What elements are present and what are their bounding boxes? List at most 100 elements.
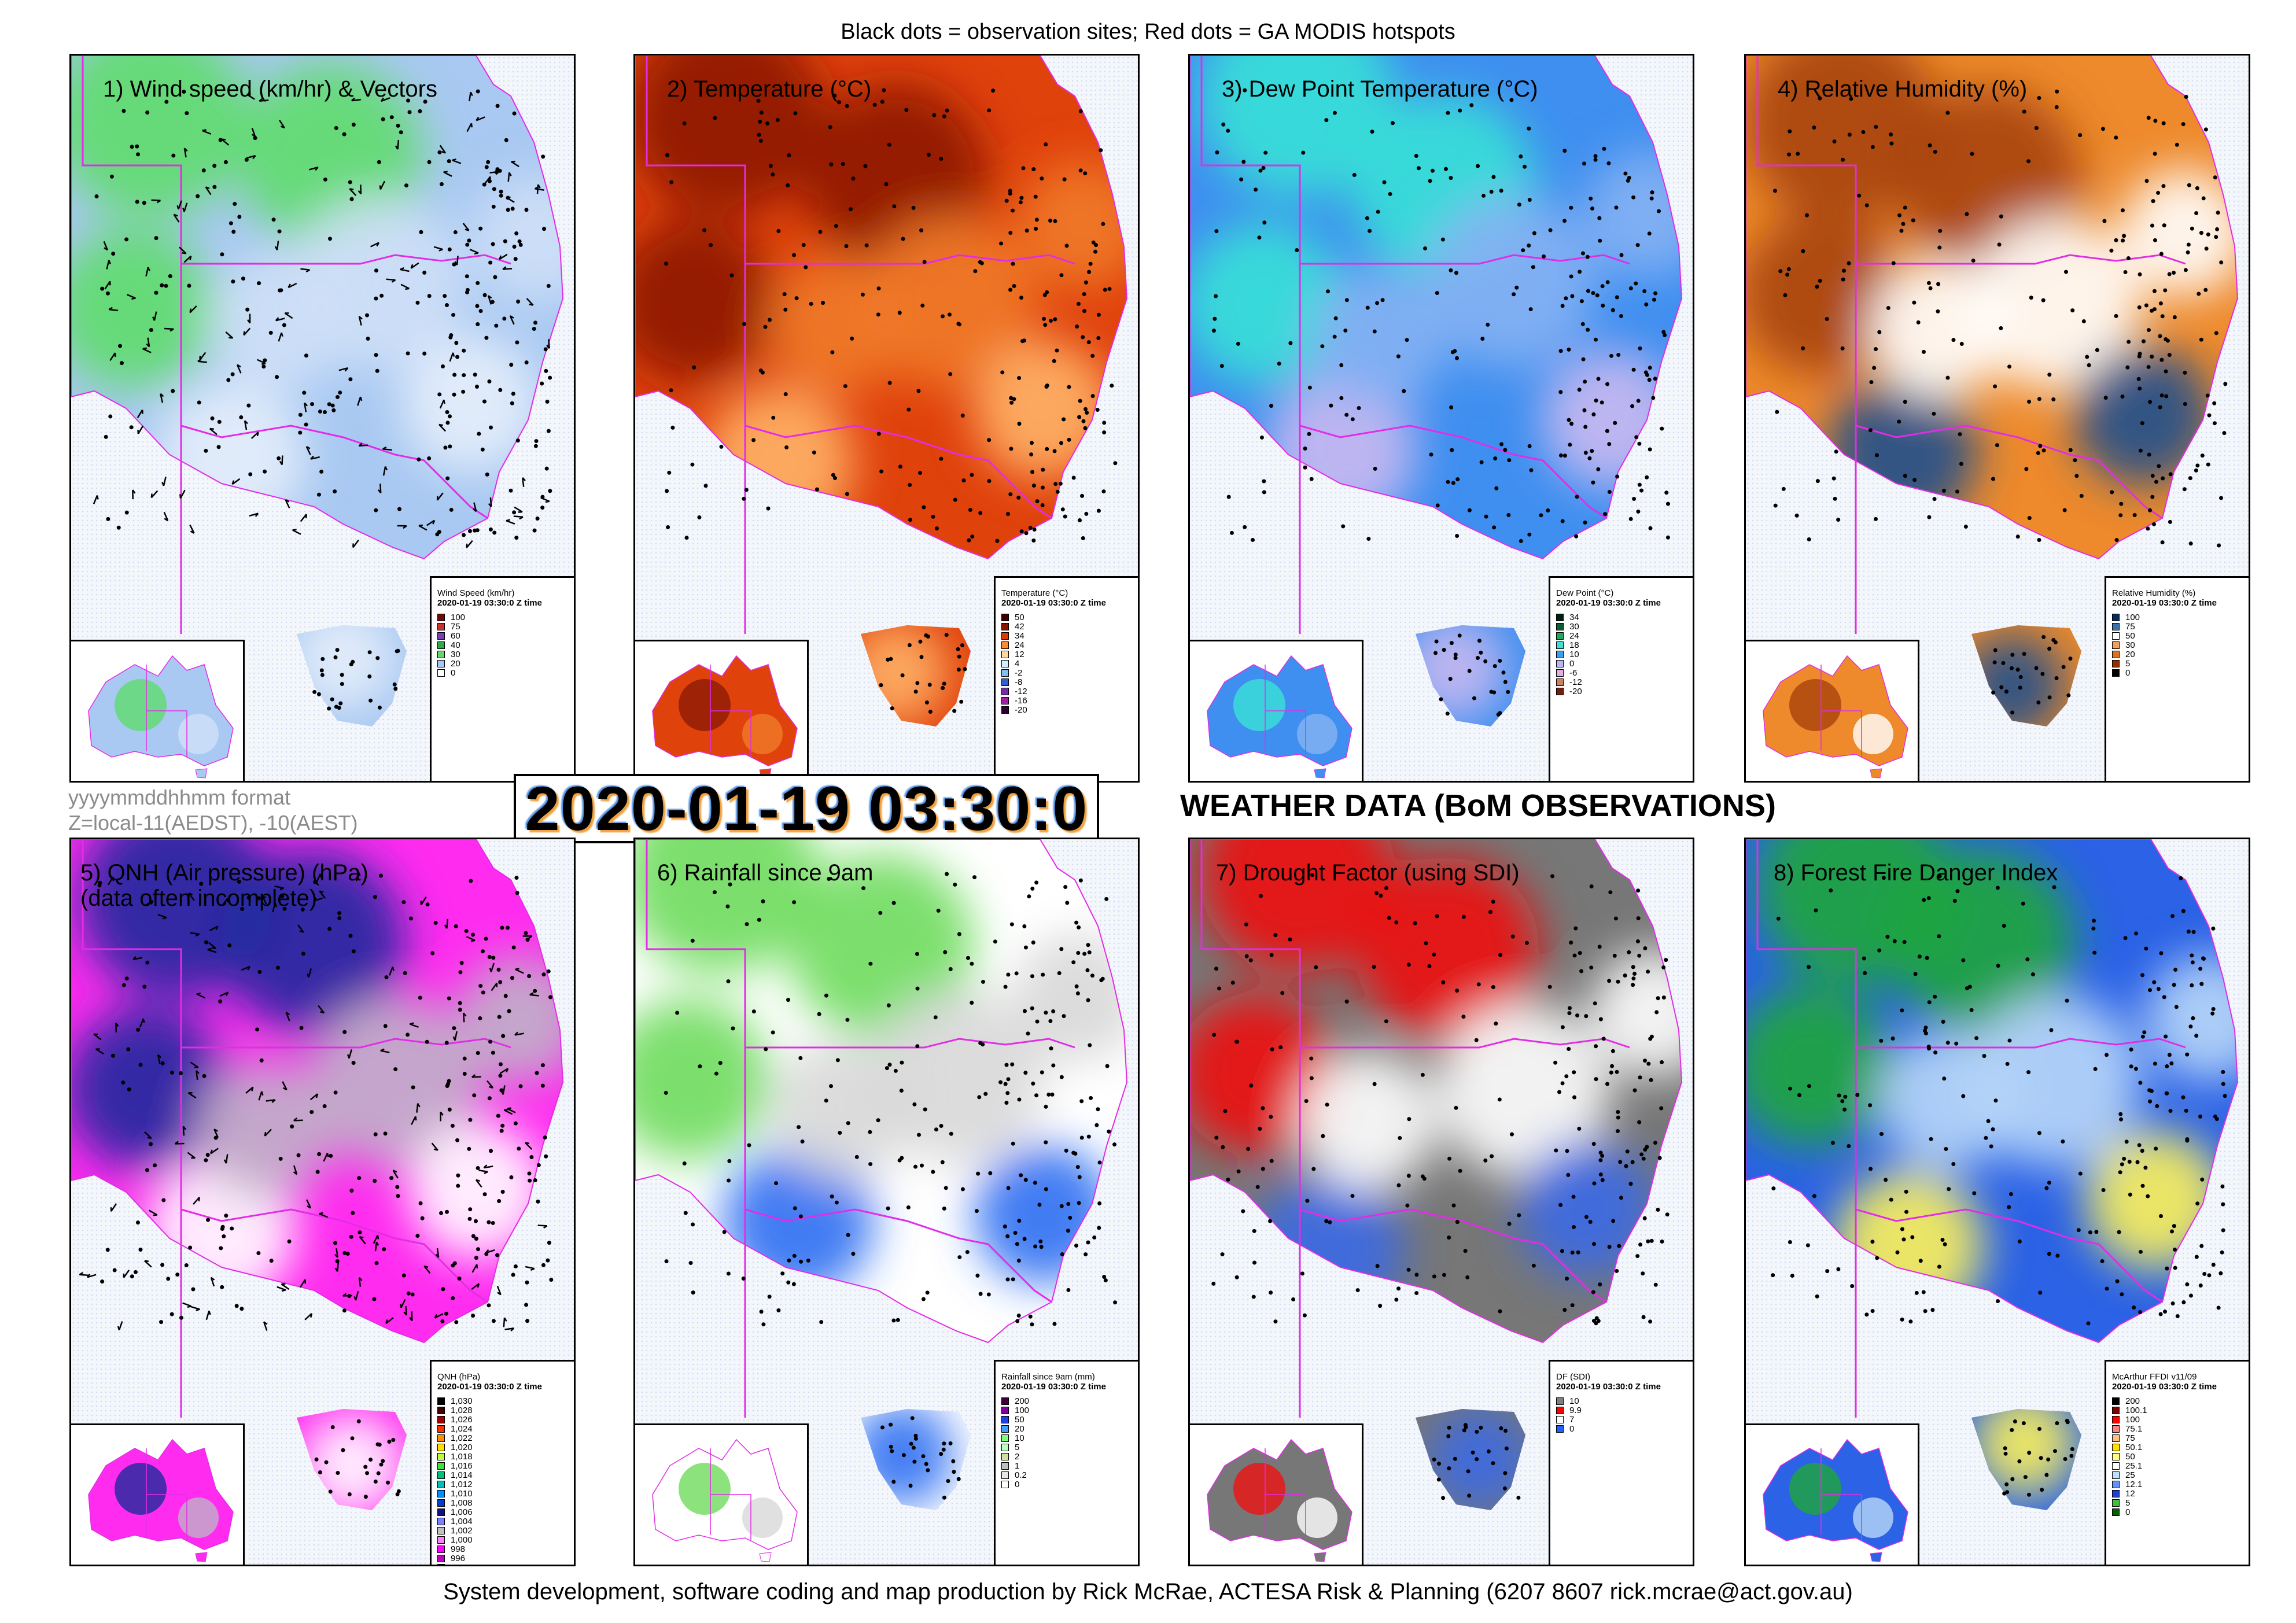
legend-label: -20 [1015,704,1027,715]
legend-item: 0 [1556,659,1689,669]
legend-swatch [1556,687,1564,695]
map-canvas [71,839,564,1510]
legend-label: 1,024 [451,1423,473,1434]
legend-item: 34 [1001,631,1134,641]
legend-swatch [437,641,445,649]
legend-item: 1,010 [437,1488,570,1499]
legend-swatch [1556,678,1564,686]
legend-title: Temperature (°C) [1001,588,1068,598]
legend-item: 12.1 [2112,1480,2245,1489]
map-panel-ffdi: 8) Forest Fire Danger Index McArthur FFD… [1744,838,2250,1566]
legend-label: 30 [2125,640,2135,650]
legend-label: 100 [2125,1414,2140,1425]
legend-item: 30 [2112,640,2245,650]
legend-swatch [437,650,445,658]
legend-swatch [2112,1397,2120,1405]
legend-swatch [2112,669,2120,677]
legend-label: 24 [1569,630,1579,641]
legend-swatch [1001,1425,1009,1433]
state-borders [1190,56,1683,634]
timezone-note: Z=local-11(AEDST), -10(AEST) [68,811,358,835]
legend-label: -8 [1015,677,1023,687]
panel-title: 4) Relative Humidity (%) [1778,76,2028,102]
legend-item: -12 [1001,687,1134,696]
legend-label: 100 [451,612,466,622]
legend-label: 1,004 [451,1516,473,1526]
panel-title: 8) Forest Fire Danger Index [1774,860,2058,886]
observation-sites [1211,873,1670,1500]
map-legend: Rainfall since 9am (mm) 2020-01-19 03:30:… [994,1360,1138,1565]
legend-label: -16 [1015,695,1027,706]
legend-label: 1,026 [451,1414,473,1425]
state-borders [1746,839,2239,1418]
page-header: Black dots = observation sites; Red dots… [841,20,1455,44]
legend-item: 0 [2112,668,2245,678]
inset-map [71,640,245,781]
panel-title: 3) Dew Point Temperature (°C) [1222,76,1538,102]
legend-label: 100 [2125,612,2140,622]
legend-swatch [1556,650,1564,658]
map-legend: DF (SDI) 2020-01-19 03:30:0 Z time 10 9.9 7 0 [1549,1360,1693,1565]
legend-item: 1,014 [437,1470,570,1480]
legend-item: 1,006 [437,1507,570,1517]
legend-swatch [2112,1471,2120,1479]
legend-item: 75.1 [2112,1424,2245,1434]
legend-title: McArthur FFDI v11/09 [2112,1372,2197,1382]
observation-sites [664,872,1118,1500]
legend-item: 12 [1001,650,1134,659]
legend-item: 20 [2112,650,2245,659]
legend-date: 2020-01-19 03:30:0 Z time [1556,598,1661,608]
legend-item: 1,002 [437,1526,570,1536]
section-title: WEATHER DATA (BoM OBSERVATIONS) [1180,788,1776,823]
legend-swatch [1001,1471,1009,1479]
legend-item: 75 [437,622,570,632]
legend-item: 20 [437,659,570,669]
legend-item: 1,008 [437,1498,570,1508]
legend-swatch [2112,622,2120,630]
map-legend: Wind Speed (km/hr) 2020-01-19 03:30:0 Z t… [430,576,574,781]
legend-title: Dew Point (°C) [1556,588,1614,598]
legend-item: 4 [1001,659,1134,669]
legend-swatch [2112,1462,2120,1470]
legend-swatch [2112,1406,2120,1414]
legend-swatch [1556,1397,1564,1405]
legend-item: 1,018 [437,1452,570,1462]
legend-label: 200 [2125,1396,2140,1406]
legend-swatch [1556,1406,1564,1414]
australia-inset [652,1438,798,1562]
legend-swatch [1001,622,1009,630]
legend-swatch [1001,650,1009,658]
legend-item: 0.2 [1001,1470,1134,1480]
legend-swatch [1556,1425,1564,1433]
legend-label: 1,010 [451,1488,473,1499]
legend-item: 5 [2112,1498,2245,1508]
legend-date: 2020-01-19 03:30:0 Z time [1001,1382,1106,1392]
legend-label: 40 [451,640,460,650]
map-panel-qnh: 5) QNH (Air pressure) (hPa) (data often … [69,838,576,1566]
legend-label: 10 [1569,649,1579,659]
map-canvas [1746,839,2239,1510]
observation-sites [94,89,552,711]
legend-swatch [437,1536,445,1544]
legend-item: 200 [1001,1396,1134,1406]
legend-title: Relative Humidity (%) [2112,588,2196,598]
legend-label: 1,014 [451,1470,473,1480]
legend-item: 0 [2112,1507,2245,1517]
legend-swatch [437,1563,445,1565]
legend-item: 10 [1556,1396,1689,1406]
legend-swatch [1001,659,1009,667]
legend-label: 50 [1015,1414,1024,1425]
legend-swatch [437,1554,445,1562]
legend-item: 50 [2112,631,2245,641]
legend-label: 0.2 [1015,1470,1027,1480]
legend-label: 25.1 [2125,1460,2143,1471]
legend-swatch [437,1471,445,1479]
legend-label: -20 [1569,686,1582,696]
legend-swatch [437,1517,445,1525]
legend-item: 0 [437,668,570,678]
legend-label: 1,016 [451,1460,473,1471]
legend-swatch [2112,1508,2120,1516]
legend-swatch [437,632,445,640]
wind-vectors [93,91,550,548]
legend-label: 1,006 [451,1507,473,1517]
